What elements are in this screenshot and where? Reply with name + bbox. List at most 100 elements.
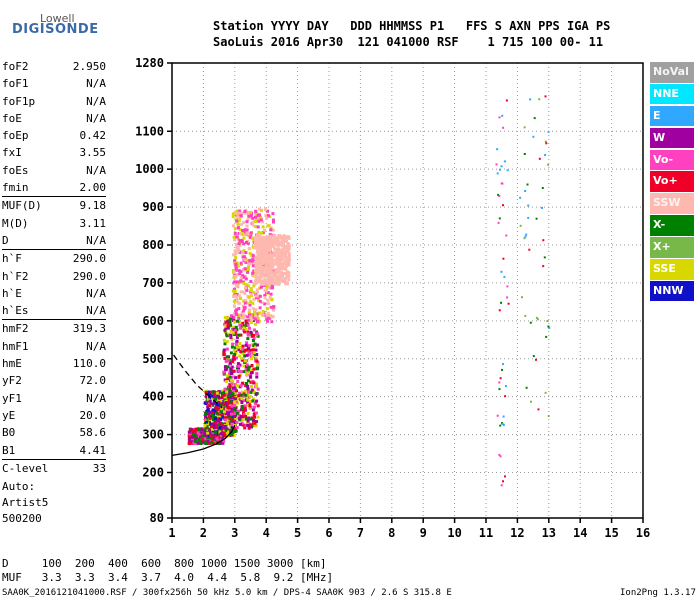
x-tick-label: 5 [294, 526, 301, 540]
echo-point [527, 216, 530, 219]
echo-point [249, 369, 253, 372]
echo-point [269, 241, 273, 245]
echo-point [273, 247, 277, 251]
echo-point [245, 258, 249, 262]
echo-point [270, 320, 274, 324]
echo-point [226, 412, 230, 416]
parameter-label: D [2, 233, 9, 247]
echo-point [268, 280, 272, 284]
echo-point [497, 221, 500, 224]
echo-point [224, 324, 228, 328]
echo-point [503, 160, 506, 163]
echo-point [195, 428, 199, 432]
echo-point [257, 230, 261, 234]
echo-point [274, 260, 278, 264]
echo-point [250, 292, 254, 296]
x-tick-label: 15 [604, 526, 618, 540]
echo-point [241, 274, 245, 278]
echo-point [235, 420, 239, 424]
echo-point [544, 95, 547, 98]
echo-point [244, 393, 248, 397]
echo-point [277, 275, 281, 279]
echo-point [249, 300, 253, 304]
echo-point [240, 397, 244, 401]
echo-point [232, 315, 236, 319]
parameter-value: N/A [86, 233, 106, 247]
echo-point [212, 395, 216, 399]
echo-point [211, 422, 215, 426]
echo-point [247, 318, 251, 322]
legend-item-vo-: Vo+ [650, 171, 694, 192]
echo-point [263, 302, 267, 306]
echo-point [254, 220, 257, 224]
echo-point [266, 209, 269, 213]
echo-point [506, 169, 509, 172]
echo-point [244, 319, 248, 323]
parameter-label: foF1 [2, 77, 29, 91]
echo-point [257, 247, 261, 251]
echo-point [264, 265, 268, 269]
echo-point [247, 232, 251, 236]
echo-point [218, 430, 222, 434]
echo-point [215, 436, 219, 440]
echo-point [237, 242, 241, 246]
echo-point [256, 251, 260, 255]
echo-point [232, 276, 236, 280]
echo-point [256, 312, 260, 316]
echo-point [278, 258, 282, 262]
echo-point [233, 415, 237, 418]
echo-point [237, 348, 241, 352]
echo-point [216, 439, 220, 443]
parameter-label: C-level [2, 461, 49, 475]
echo-point [230, 365, 234, 369]
echo-point [261, 310, 265, 313]
y-tick-label: 700 [142, 276, 164, 290]
echo-point [252, 259, 256, 263]
echo-point [224, 412, 228, 416]
echo-point [223, 416, 227, 419]
echo-point [238, 239, 242, 243]
echo-point [231, 392, 235, 396]
echo-point [265, 261, 269, 265]
parameter-label: hmF1 [2, 339, 29, 353]
echo-point [233, 357, 236, 361]
echo-point [243, 406, 247, 410]
y-tick-label: 800 [142, 238, 164, 252]
echo-point [258, 299, 262, 303]
echo-point [255, 290, 259, 294]
echo-point [524, 190, 527, 192]
echo-point [500, 484, 503, 487]
echo-point [234, 252, 238, 255]
echo-point [255, 212, 259, 216]
echo-point [223, 357, 227, 360]
parameter-label: h`Es [2, 304, 29, 318]
echo-point [234, 343, 238, 347]
echo-point [212, 426, 216, 430]
echo-point [541, 206, 543, 209]
legend-item-x-: X+ [650, 237, 694, 258]
echo-point [233, 352, 237, 356]
echo-point [246, 212, 250, 216]
echo-point [245, 365, 248, 368]
echo-point [263, 228, 267, 232]
echo-point [216, 407, 220, 411]
echo-point [271, 284, 274, 288]
parameter-label: h`E [2, 286, 22, 300]
echo-point [263, 248, 267, 252]
parameter-row: fxI 3.55 [2, 144, 106, 161]
echo-point [217, 417, 221, 421]
echo-point [229, 425, 233, 429]
echo-point [252, 333, 255, 337]
echo-point [199, 440, 203, 444]
echo-point [275, 247, 279, 251]
echo-point [237, 219, 241, 223]
echo-point [254, 344, 257, 348]
echo-point [229, 329, 233, 333]
echo-point [248, 251, 252, 255]
echo-point [284, 257, 288, 260]
logo-lowell-text: Lowell [40, 12, 75, 25]
echo-point [248, 395, 252, 398]
echo-point [238, 345, 242, 349]
echo-point [251, 264, 255, 268]
echo-point [228, 428, 232, 432]
